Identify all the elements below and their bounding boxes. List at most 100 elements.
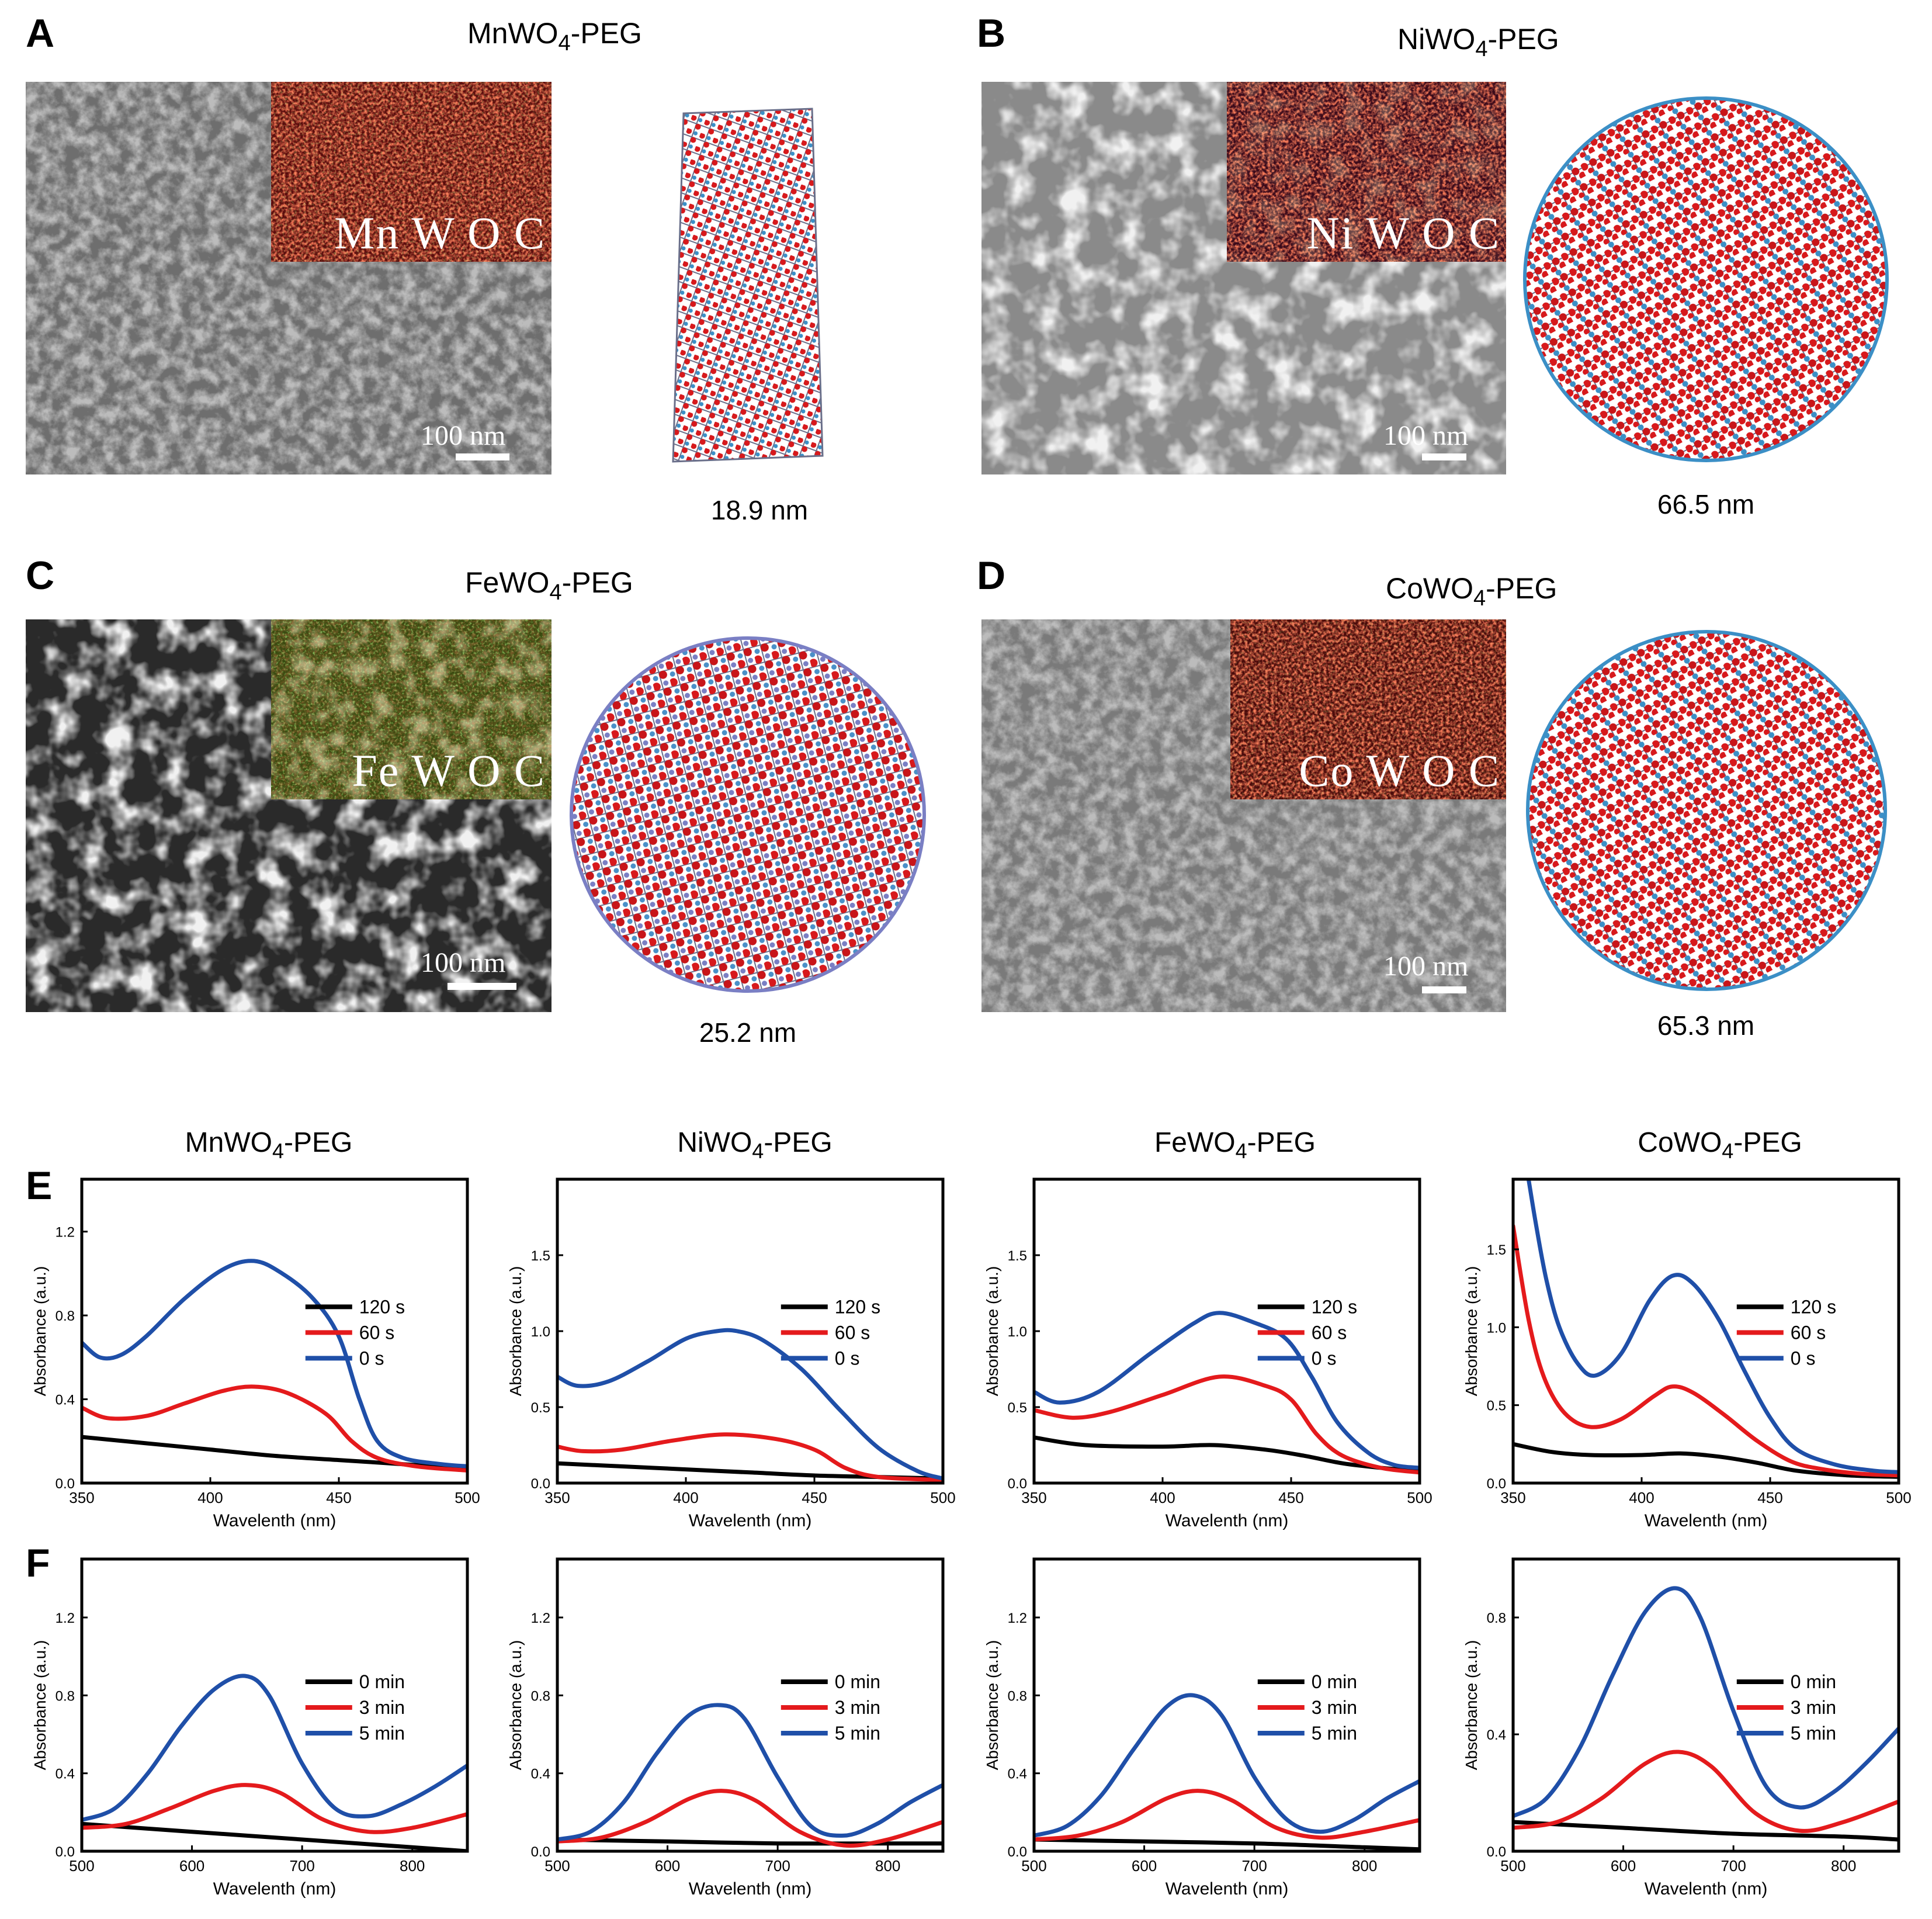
legend-entry: 120 s	[835, 1296, 880, 1317]
x-tick-label: 600	[179, 1857, 204, 1875]
panel-title-c: FeWO4-PEG	[465, 566, 633, 605]
y-tick-label: 0.0	[1487, 1476, 1506, 1492]
series-line-0-min	[1513, 1820, 1899, 1842]
legend-entry: 3 min	[359, 1697, 405, 1718]
legend-entry: 0 s	[359, 1348, 384, 1369]
y-axis-label: Absorbance (a.u.)	[507, 1266, 525, 1397]
scale-bar-label: 100 nm	[1383, 951, 1469, 982]
series-line-120-s	[1513, 1442, 1899, 1479]
eds-elements-label: Co W O C	[1299, 745, 1500, 796]
x-tick-label: 800	[875, 1857, 900, 1875]
x-tick-label: 500	[1886, 1489, 1911, 1506]
x-tick-label: 600	[655, 1857, 680, 1875]
legend-entry: 0 min	[1312, 1671, 1357, 1692]
x-axis-label: Wavelenth (nm)	[213, 1511, 337, 1530]
x-tick-label: 500	[930, 1489, 955, 1506]
y-tick-label: 0.8	[56, 1688, 75, 1704]
legend-entry: 120 s	[1312, 1296, 1357, 1317]
y-tick-label: 0.5	[1008, 1400, 1027, 1416]
x-tick-label: 700	[765, 1857, 790, 1875]
y-axis-label: Absorbance (a.u.)	[1462, 1640, 1480, 1771]
crystal-model-fewo4	[570, 636, 926, 993]
x-tick-label: 350	[1021, 1489, 1046, 1506]
plot-frame	[1032, 1557, 1421, 1853]
series-line-3-min	[1513, 1750, 1899, 1833]
legend-entry: 0 s	[1312, 1348, 1337, 1369]
absorbance-chart-f-fewo4: 500 600 700 800 0.0 0.4 0.8 1.2 Wavelenth (nm) Ab…	[983, 1557, 1421, 1899]
legend-entry: 0 s	[835, 1348, 860, 1369]
x-axis-label: Wavelenth (nm)	[213, 1879, 337, 1899]
series-line-3-min	[82, 1783, 467, 1834]
x-axis-label: Wavelenth (nm)	[1645, 1511, 1768, 1530]
y-tick-label: 0.5	[531, 1400, 550, 1416]
particle-size-niwo4: 66.5 nm	[1657, 489, 1755, 519]
particle-size-fewo4: 25.2 nm	[699, 1017, 797, 1048]
panel-label-b: B	[977, 11, 1006, 56]
panel-label-d: D	[977, 553, 1006, 598]
series-line-60-s	[82, 1384, 467, 1473]
absorbance-chart-e-cowo4: 350 400 450 500 0.0 0.5 1.0 1.5 Wavelenth (nm) Ab…	[1462, 1177, 1912, 1530]
scale-bar-label: 100 nm	[421, 947, 506, 978]
x-tick-label: 500	[1407, 1489, 1432, 1506]
x-tick-label: 400	[1150, 1489, 1175, 1506]
x-tick-label: 500	[544, 1857, 570, 1875]
series-line-60-s	[1513, 1224, 1899, 1478]
series-line-60-s	[557, 1432, 943, 1482]
y-axis-label: Absorbance (a.u.)	[31, 1266, 49, 1397]
legend-entry: 120 s	[359, 1296, 405, 1317]
chart-column-title-mnwo4: MnWO4-PEG	[185, 1127, 353, 1163]
particle-size-mnwo4: 18.9 nm	[710, 495, 809, 525]
series-line-5-min	[1513, 1586, 1899, 1818]
x-tick-label: 350	[1500, 1489, 1525, 1506]
crystal-model-mnwo4	[672, 108, 824, 463]
series-line-120-s	[1034, 1435, 1420, 1473]
x-tick-label: 800	[1831, 1857, 1856, 1875]
y-axis-label: Absorbance (a.u.)	[983, 1640, 1001, 1771]
eds-elements-label: Ni W O C	[1306, 207, 1500, 258]
absorbance-chart-e-mnwo4: 350 400 450 500 0.0 0.4 0.8 1.2 Wavelenth (nm) Ab…	[31, 1177, 480, 1530]
x-tick-label: 600	[1132, 1857, 1157, 1875]
y-axis-label: Absorbance (a.u.)	[507, 1640, 525, 1771]
x-tick-label: 800	[400, 1857, 425, 1875]
y-tick-label: 0.8	[1487, 1610, 1506, 1626]
y-tick-label: 1.2	[531, 1610, 550, 1626]
y-tick-label: 1.2	[56, 1225, 75, 1241]
x-axis-label: Wavelenth (nm)	[689, 1879, 812, 1899]
x-axis-label: Wavelenth (nm)	[689, 1511, 812, 1530]
x-axis-label: Wavelenth (nm)	[1645, 1879, 1768, 1899]
x-tick-label: 700	[1241, 1857, 1267, 1875]
legend-entry: 60 s	[1312, 1322, 1347, 1343]
series-line-5-min	[1034, 1693, 1420, 1838]
absorbance-chart-e-niwo4: 350 400 450 500 0.0 0.5 1.0 1.5 Wavelenth (nm) Ab…	[507, 1177, 956, 1530]
x-tick-label: 500	[1500, 1857, 1525, 1875]
panel-label-a: A	[26, 11, 55, 56]
scale-bar-label: 100 nm	[421, 420, 506, 451]
x-tick-label: 400	[673, 1489, 698, 1506]
eds-map-mnwo4: Mn W O C	[271, 82, 551, 262]
series-line-3-min	[557, 1789, 943, 1848]
absorbance-chart-e-fewo4: 350 400 450 500 0.0 0.5 1.0 1.5 Wavelenth (nm) Ab…	[983, 1177, 1432, 1530]
plot-frame	[556, 1557, 945, 1853]
y-tick-label: 0.0	[1008, 1844, 1027, 1860]
chart-column-title-fewo4: FeWO4-PEG	[1154, 1127, 1316, 1163]
crystal-model-cowo4	[1526, 630, 1887, 991]
series-line-0-s	[1034, 1311, 1420, 1470]
series-line-5-min	[82, 1674, 467, 1823]
panel-title-d: CoWO4-PEG	[1386, 572, 1558, 611]
scale-bar	[448, 983, 516, 990]
chart-column-title-niwo4: NiWO4-PEG	[677, 1127, 833, 1163]
series-line-0-min	[82, 1821, 467, 1851]
x-tick-label: 500	[1021, 1857, 1046, 1875]
eds-map-cowo4: Co W O C	[1230, 619, 1506, 799]
y-tick-label: 1.2	[56, 1610, 75, 1626]
y-tick-label: 0.8	[531, 1688, 550, 1704]
y-axis-label: Absorbance (a.u.)	[31, 1640, 49, 1771]
y-axis-label: Absorbance (a.u.)	[983, 1266, 1001, 1397]
legend-entry: 0 s	[1791, 1348, 1816, 1369]
panel-label-c: C	[26, 553, 55, 598]
legend-entry: 60 s	[835, 1322, 870, 1343]
eds-elements-label: Mn W O C	[334, 207, 546, 258]
absorbance-chart-f-mnwo4: 500 600 700 800 0.0 0.4 0.8 1.2 Wavelenth (nm) Ab…	[31, 1557, 469, 1899]
x-axis-label: Wavelenth (nm)	[1166, 1511, 1289, 1530]
x-tick-label: 450	[1278, 1489, 1303, 1506]
